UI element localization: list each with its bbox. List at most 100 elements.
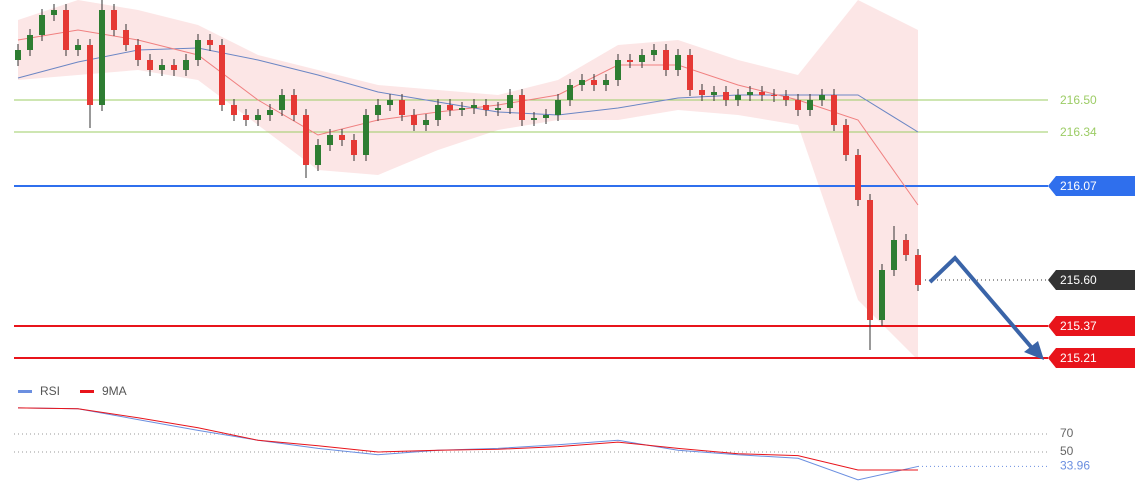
candle-body [39, 15, 45, 35]
candle-body [207, 40, 213, 45]
level-label-box [1048, 270, 1135, 290]
candle-body [615, 60, 621, 80]
candle-body [375, 105, 381, 115]
candle-body [783, 96, 789, 100]
candle-body [471, 105, 477, 108]
candle-body [735, 95, 741, 100]
candle-body [63, 10, 69, 50]
legend-label: 9MA [102, 384, 127, 398]
rsi-panel: 70 50 RSI 9MA 33.96 [14, 384, 1090, 481]
candle-body [879, 270, 885, 320]
candle-body [483, 105, 489, 110]
level-label: 215.37 [1060, 319, 1097, 333]
level-label: 215.60 [1060, 273, 1097, 287]
candle-body [507, 95, 513, 108]
arrow-head [1024, 341, 1044, 360]
candle-body [867, 200, 873, 320]
candle-body [699, 90, 705, 95]
candle-body [855, 155, 861, 200]
candle-body [219, 45, 225, 105]
level-label: 216.50 [1060, 93, 1097, 107]
candle-body [87, 45, 93, 105]
candle-body [339, 135, 345, 140]
candle-body [651, 50, 657, 55]
candle-body [891, 240, 897, 270]
candle-body [231, 105, 237, 115]
candle-body [387, 100, 393, 105]
level-label-box [1048, 348, 1135, 368]
candle-body [75, 45, 81, 50]
level-label: 216.34 [1060, 125, 1097, 139]
candle-body [351, 140, 357, 155]
candle-body [183, 60, 189, 70]
candle-body [567, 85, 573, 100]
candle-body [903, 240, 909, 255]
candle-body [543, 115, 549, 118]
candle-body [423, 120, 429, 125]
candle-body [195, 40, 201, 60]
legend-swatch [18, 390, 32, 393]
candle-body [255, 115, 261, 120]
candle-body [771, 95, 777, 96]
candle-body [27, 35, 33, 50]
candle-body [447, 105, 453, 110]
candle-body [555, 100, 561, 115]
candle-body [687, 55, 693, 90]
candle-body [315, 145, 321, 165]
candle-body [495, 108, 501, 110]
candle-body [579, 80, 585, 85]
moving-average [17, 47, 919, 133]
candle-body [831, 95, 837, 125]
forecast-arrow [928, 255, 1044, 360]
level-label-box [1048, 176, 1135, 196]
candle-body [291, 95, 297, 115]
candle-body [591, 80, 597, 85]
candle-body [675, 55, 681, 70]
candle-body [99, 10, 105, 105]
y-tick-label: 50 [1060, 444, 1074, 458]
candle-body [303, 115, 309, 165]
candle-body [663, 50, 669, 70]
candle-body [819, 95, 825, 100]
price-panel: 216.50 216.34 216.07 215.60 215.37 215.21 [14, 0, 1135, 368]
candle-body [915, 255, 921, 285]
candle-body [327, 135, 333, 145]
candle-body [603, 80, 609, 85]
y-tick-label: 70 [1060, 426, 1074, 440]
level-label: 216.07 [1060, 179, 1097, 193]
candle-body [171, 65, 177, 70]
candle-body [459, 108, 465, 110]
candle-body [15, 50, 21, 60]
candle-body [627, 60, 633, 62]
candle-body [711, 92, 717, 95]
candle-body [435, 105, 441, 120]
legend-label: RSI [40, 384, 60, 398]
candle-body [795, 100, 801, 110]
indicator-line [17, 407, 918, 471]
candle-body [807, 100, 813, 110]
candle-body [51, 10, 57, 15]
candle-body [531, 118, 537, 120]
arrow-line [928, 255, 1034, 350]
candle-body [747, 92, 753, 95]
candle-body [843, 125, 849, 155]
legend-swatch [80, 390, 94, 393]
level-label-box [1048, 316, 1135, 336]
candle-body [759, 92, 765, 95]
candle-body [723, 92, 729, 100]
candle-body [123, 30, 129, 45]
candle-body [279, 95, 285, 110]
candle-body [135, 45, 141, 60]
candle-body [267, 110, 273, 115]
candle-body [363, 115, 369, 155]
last-value-label: 33.96 [1060, 459, 1090, 473]
candle-body [399, 100, 405, 115]
candle-body [519, 95, 525, 120]
candle-body [411, 115, 417, 125]
candle-body [639, 55, 645, 62]
candle-body [147, 60, 153, 70]
candle-body [159, 65, 165, 70]
level-label: 215.21 [1060, 351, 1097, 365]
candle-body [243, 115, 249, 120]
